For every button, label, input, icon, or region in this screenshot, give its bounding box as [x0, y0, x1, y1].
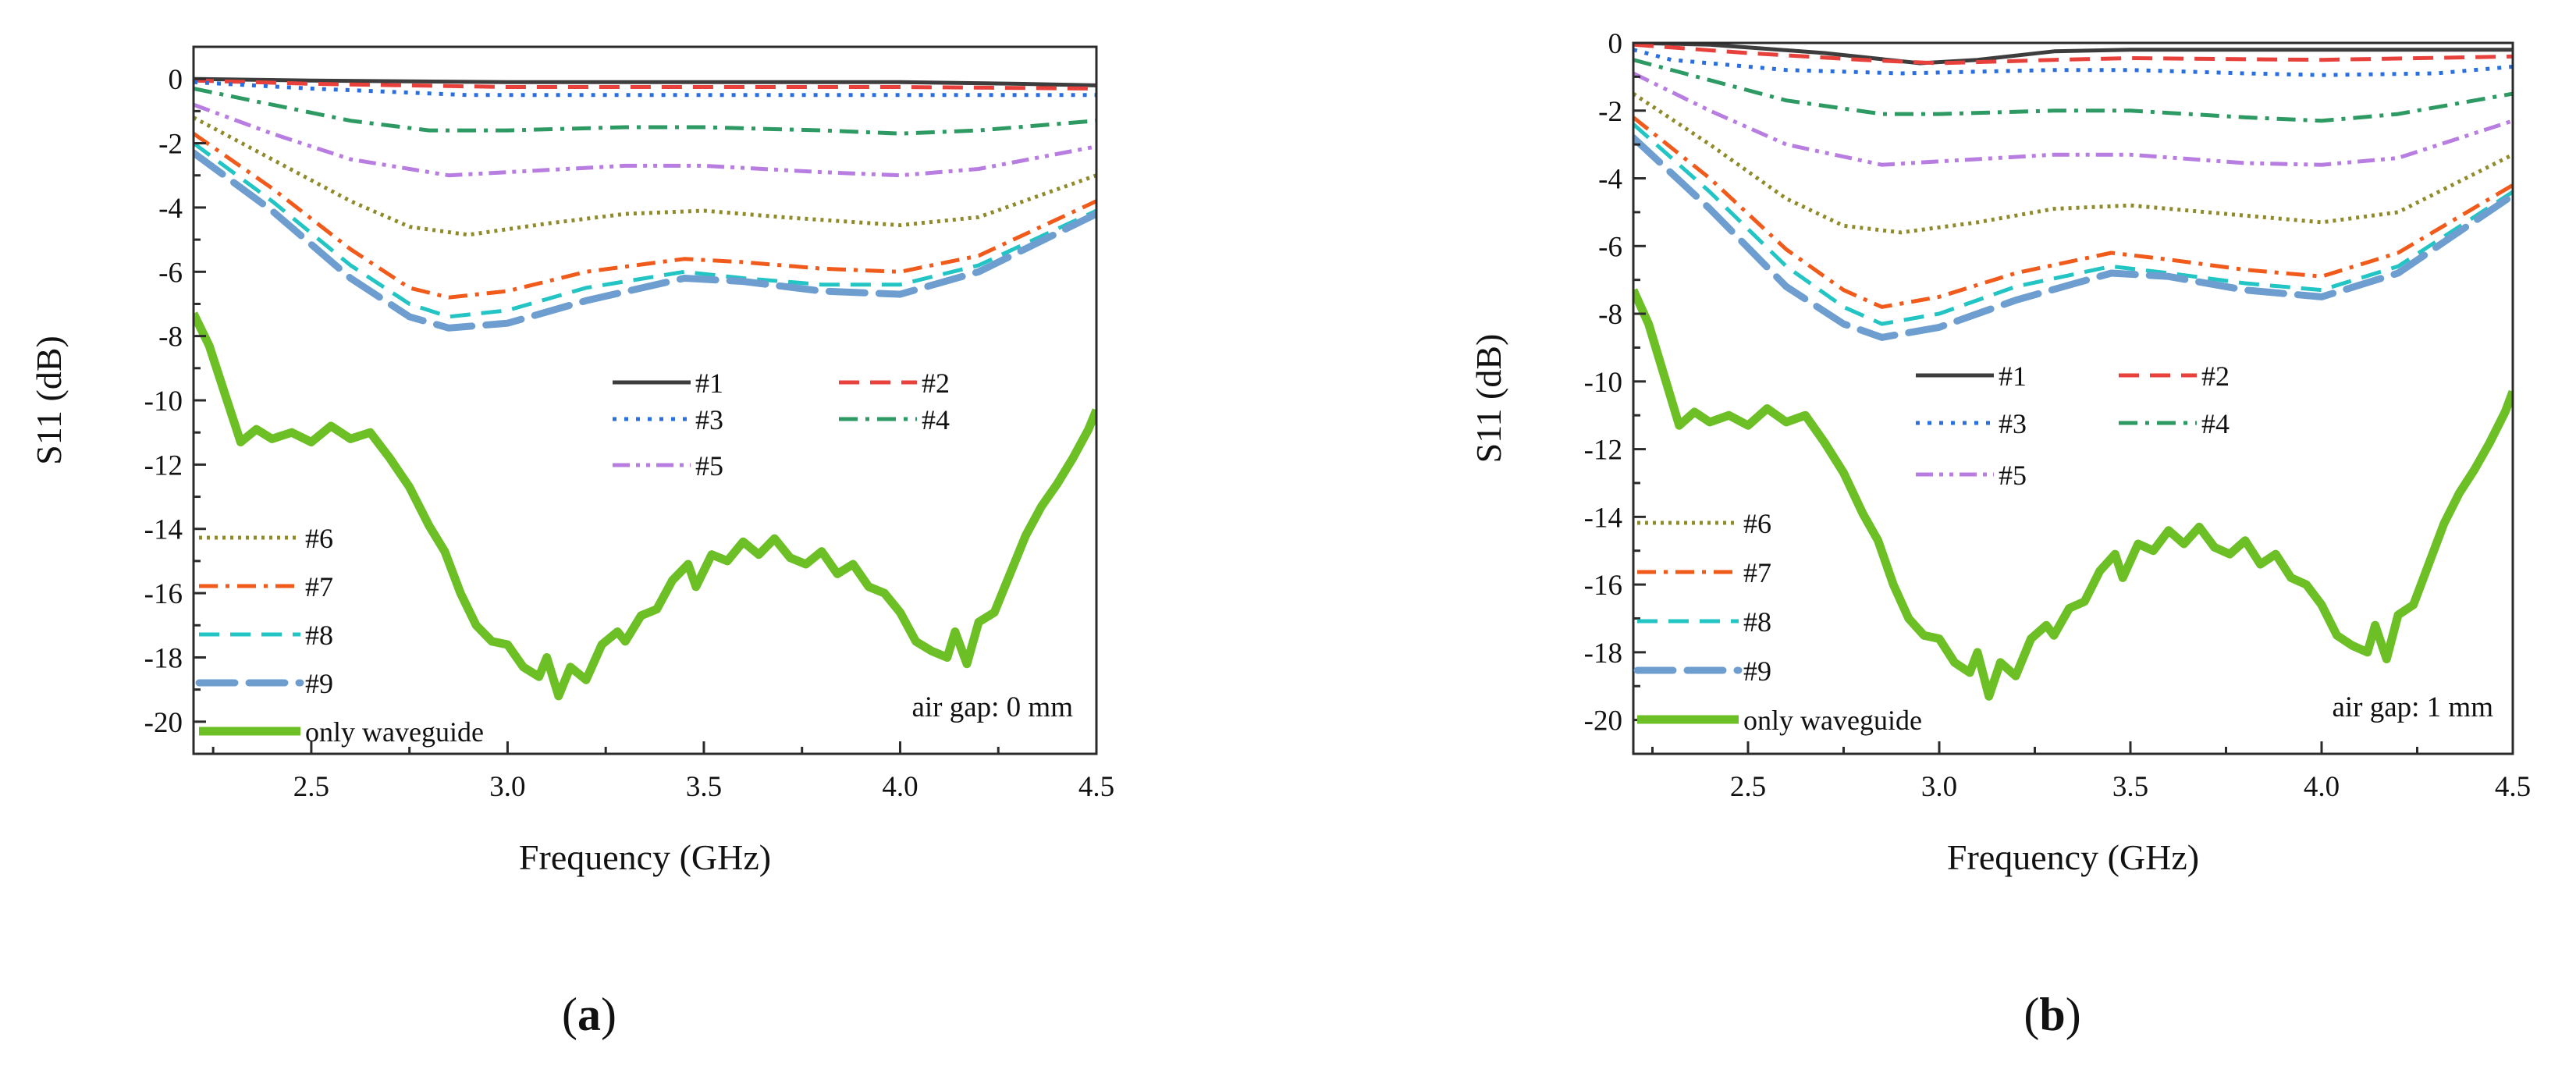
- y-tick-label: -6: [1598, 231, 1622, 263]
- series-line-10: [1633, 288, 2513, 701]
- chart-panel-a: 0 -2 -4 -6 -8 -10 -12 -14 -16 -18 -20 2.5 3.0 3.5 4.0 4…: [29, 45, 1114, 1040]
- y-tick-label: -20: [144, 707, 183, 739]
- legend-label-5: #5: [695, 450, 723, 481]
- y-tick-label: -12: [1584, 435, 1622, 467]
- legend-label-4: #4: [2201, 408, 2230, 439]
- legend-label-9: #9: [305, 668, 333, 699]
- series-group: [1633, 43, 2513, 701]
- y-tick-label: -2: [158, 129, 183, 161]
- series-line-2: [194, 78, 1096, 91]
- y-tick-label: -8: [1598, 299, 1622, 331]
- x-tick-label: 3.0: [1921, 771, 1957, 803]
- y-axis: 0 -2 -4 -6 -8 -10 -12 -14 -16 -18 -20: [1584, 28, 1646, 755]
- y-tick-label: -14: [1584, 502, 1622, 534]
- y-axis-title: S11 (dB): [29, 336, 69, 465]
- y-tick-label: -18: [1584, 638, 1622, 670]
- x-tick-label: 2.5: [293, 771, 329, 803]
- panel-label: (b): [2023, 989, 2080, 1040]
- legend-label-2: #2: [922, 368, 950, 399]
- y-tick-label: -6: [158, 257, 183, 289]
- legend-label-2: #2: [2201, 361, 2230, 392]
- series-line-10: [194, 311, 1096, 701]
- series-line-2: [1633, 43, 2513, 66]
- y-axis-title: S11 (dB): [1469, 334, 1508, 464]
- y-tick-label: 0: [169, 64, 183, 96]
- series-line-5: [1633, 71, 2513, 167]
- legend-label-7: #7: [305, 571, 333, 602]
- legend: #1 #2 #3 #4 #5 #6 #7 #8 #9 only waveguide: [195, 368, 950, 748]
- legend-label-6: #6: [1743, 508, 1771, 539]
- series-line-4: [1633, 58, 2513, 123]
- y-axis: 0 -2 -4 -6 -8 -10 -12 -14 -16 -18 -20: [144, 45, 206, 755]
- x-tick-label: 3.5: [2112, 771, 2148, 803]
- x-tick-label: 4.0: [882, 771, 918, 803]
- series-line-6: [1633, 92, 2513, 235]
- air-gap-annotation: air gap: 1 mm: [2332, 691, 2493, 723]
- y-tick-label: -18: [144, 642, 183, 674]
- x-tick-label: 4.0: [2304, 771, 2340, 803]
- x-tick-label: 3.5: [686, 771, 722, 803]
- legend-label-5: #5: [1999, 460, 2027, 491]
- y-tick-label: -2: [1598, 96, 1622, 128]
- x-axis-title: Frequency (GHz): [519, 837, 771, 877]
- y-tick-label: -20: [1584, 705, 1622, 737]
- series-line-9: [1633, 134, 2513, 341]
- legend-label-1: #1: [1999, 361, 2027, 392]
- legend-label-8: #8: [1743, 606, 1771, 638]
- series-line-4: [194, 87, 1096, 136]
- y-tick-label: 0: [1608, 28, 1623, 60]
- series-line-8: [194, 141, 1096, 319]
- series-line-3: [194, 80, 1096, 98]
- x-axis: 2.5 3.0 3.5 4.0 4.5: [211, 741, 1114, 803]
- legend-label-10: only waveguide: [1743, 705, 1922, 736]
- y-tick-label: -4: [158, 193, 183, 225]
- x-tick-label: 4.5: [1078, 771, 1114, 803]
- x-tick-label: 2.5: [1730, 771, 1766, 803]
- legend-label-9: #9: [1743, 656, 1771, 687]
- y-tick-label: -8: [158, 322, 183, 354]
- y-tick-label: -4: [1598, 164, 1622, 196]
- x-tick-label: 3.0: [489, 771, 525, 803]
- series-line-6: [194, 115, 1096, 237]
- y-tick-label: -16: [1584, 570, 1622, 602]
- x-tick-label: 4.5: [2495, 771, 2531, 803]
- legend-label-1: #1: [695, 368, 723, 399]
- series-group: [194, 76, 1096, 701]
- series-line-1: [1633, 43, 2513, 66]
- series-line-5: [194, 102, 1096, 178]
- legend-label-3: #3: [695, 404, 723, 435]
- series-line-8: [1633, 123, 2513, 326]
- series-line-3: [1633, 48, 2513, 77]
- plot-frame: [1632, 41, 2514, 755]
- y-tick-label: -14: [144, 514, 183, 546]
- panel-label: (a): [562, 989, 616, 1040]
- legend-label-7: #7: [1743, 557, 1771, 588]
- x-axis-title: Frequency (GHz): [1947, 837, 2199, 877]
- legend-label-10: only waveguide: [305, 716, 484, 748]
- y-tick-label: -12: [144, 449, 183, 481]
- y-tick-label: -16: [144, 578, 183, 610]
- legend-label-8: #8: [305, 620, 333, 651]
- air-gap-annotation: air gap: 0 mm: [911, 691, 1073, 723]
- y-tick-label: -10: [1584, 367, 1622, 399]
- legend-label-3: #3: [1999, 408, 2027, 439]
- legend-label-4: #4: [922, 404, 950, 435]
- y-tick-label: -10: [144, 385, 183, 417]
- legend: #1 #2 #3 #4 #5 #6 #7 #8 #9 only waveguide: [1633, 361, 2230, 736]
- chart-panel-b: 0 -2 -4 -6 -8 -10 -12 -14 -16 -18 -20 2.5 3.0 3.5 4.0 4…: [1469, 28, 2531, 1040]
- series-line-9: [194, 149, 1096, 332]
- legend-label-6: #6: [305, 523, 333, 554]
- x-axis: 2.5 3.0 3.5 4.0 4.5: [1651, 741, 2531, 803]
- series-line-1: [194, 76, 1096, 87]
- series-line-7: [1633, 115, 2513, 309]
- series-line-7: [194, 132, 1096, 300]
